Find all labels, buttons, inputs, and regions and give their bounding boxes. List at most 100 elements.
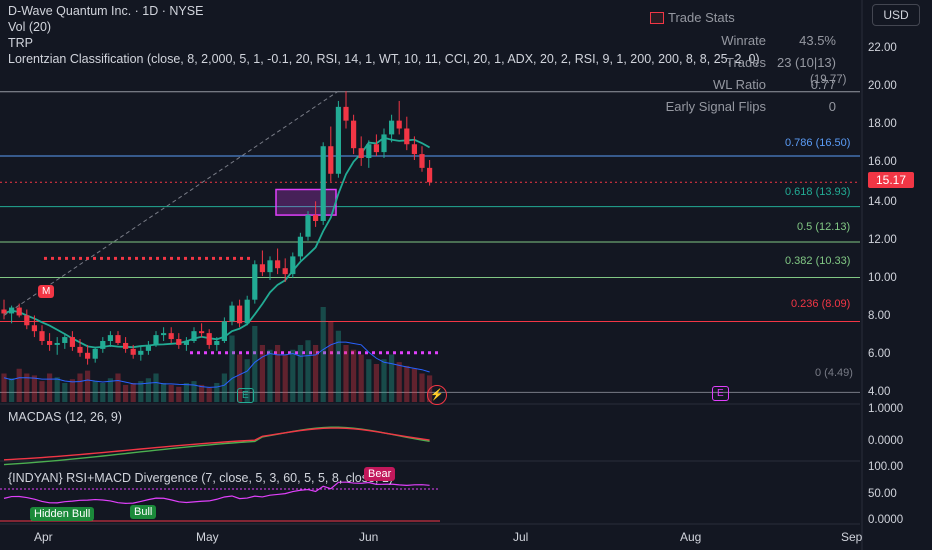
volume-bar [130, 383, 136, 402]
candle-body [206, 333, 212, 345]
indicator-vol-label[interactable]: Vol (20) [8, 20, 52, 34]
symbol-title[interactable]: D-Wave Quantum Inc. · 1D · NYSE [8, 4, 204, 18]
trade-stats-title: Trade Stats [668, 10, 735, 25]
macd-panel-title[interactable]: MACDAS (12, 26, 9) [8, 410, 122, 424]
candle-body [290, 256, 296, 275]
volume-bar [206, 387, 212, 402]
candle-body [366, 144, 372, 159]
candle-body [389, 120, 395, 135]
candle-body [267, 260, 273, 273]
candle-body [77, 346, 83, 353]
rsi-panel-title[interactable]: {INDYAN} RSI+MACD Divergence (7, close, … [8, 471, 394, 485]
candle-body [191, 331, 197, 342]
fib-label-0236: 0.236 (8.09) [791, 298, 851, 310]
candle-body [62, 337, 68, 343]
exit-marker: E [712, 386, 729, 401]
time-tick: Apr [34, 530, 53, 544]
volume-bar [381, 359, 387, 402]
volume-bar [396, 362, 402, 402]
fib-label-0: 0 (4.49) [815, 367, 853, 379]
volume-bar [335, 330, 341, 402]
stats-value: 0.77 [810, 77, 836, 92]
candle-body [9, 307, 15, 314]
time-tick: Jul [513, 530, 529, 544]
signal-line [3, 427, 430, 461]
kernel-regression-line [3, 136, 431, 349]
macd-axis-tick: 0.0000 [868, 435, 904, 447]
volume-bar [351, 349, 357, 402]
volume-bar [100, 383, 106, 402]
candle-body [153, 335, 159, 345]
volume-bar [221, 373, 227, 402]
volume-bar [411, 368, 417, 402]
volume-bar [47, 373, 53, 402]
volume-bar [297, 345, 303, 402]
candle-body [297, 236, 303, 257]
volume-bar [115, 373, 121, 402]
stats-row: Early Signal Flips 0 [650, 99, 836, 115]
price-tick: 6.00 [868, 348, 891, 360]
volume-bar [199, 384, 205, 402]
volume-bar [191, 381, 197, 402]
lightning-icon[interactable]: ⚡ [427, 385, 447, 405]
volume-bar [366, 359, 372, 402]
candle-body [161, 333, 167, 336]
candle-body [214, 341, 220, 345]
candle-body [328, 146, 334, 174]
candle-body [351, 120, 357, 149]
volume-bar [328, 321, 334, 402]
time-tick: Jun [359, 530, 379, 544]
stats-label: Early Signal Flips [665, 99, 766, 114]
volume-bar [305, 340, 311, 402]
volume-bar [313, 345, 319, 402]
volume-bar [343, 345, 349, 402]
candle-body [259, 264, 265, 273]
volume-ma-line [3, 341, 430, 388]
volume-bar [69, 379, 75, 402]
candle-body [229, 305, 235, 322]
currency-button[interactable]: USD [872, 4, 920, 26]
volume-bar [404, 365, 410, 402]
volume-bar [107, 378, 113, 402]
volume-bar [77, 373, 83, 402]
trade-stats-icon [650, 12, 664, 24]
volume-bar [237, 354, 243, 402]
volume-bar [85, 370, 91, 402]
candle-body [123, 342, 129, 349]
volume-bar [229, 335, 235, 402]
stats-label: Trades [726, 55, 766, 70]
hidden-bull-tag: Hidden Bull [30, 507, 95, 521]
volume-bar [259, 345, 265, 402]
volume-bar [244, 359, 250, 402]
indicator-lorentzian-label[interactable]: Lorentzian Classification (close, 8, 2,0… [8, 52, 760, 66]
fib-label-05: 0.5 (12.13) [797, 221, 851, 233]
volume-bar [320, 307, 326, 402]
stats-row: Trades 23 (10|13) [650, 55, 836, 71]
volume-bar [183, 383, 189, 402]
candle-body [92, 348, 98, 359]
fib-label-0382: 0.382 (10.33) [785, 255, 851, 267]
candle-body [107, 335, 113, 342]
zone-box [275, 188, 337, 216]
stats-label: WL Ratio [713, 77, 766, 92]
candle-body [427, 167, 433, 183]
volume-bar [419, 373, 425, 402]
volume-bar [145, 378, 151, 402]
indicator-trp-label[interactable]: TRP [8, 36, 33, 50]
price-tick: 20.00 [868, 80, 897, 92]
candle-body [69, 337, 75, 347]
volume-bar [153, 373, 159, 402]
volume-bar [1, 373, 7, 402]
volume-bar [138, 381, 144, 402]
candle-body [305, 215, 311, 237]
stats-value: 23 (10|13) [776, 55, 836, 70]
candle-body [404, 128, 410, 145]
price-tick: 22.00 [868, 42, 897, 54]
candle-body [100, 341, 106, 349]
stats-value: 43.5% [799, 33, 836, 48]
candle-body [145, 344, 151, 351]
price-tick: 12.00 [868, 234, 897, 246]
fib-label-0786: 0.786 (16.50) [785, 137, 851, 149]
stats-label: Winrate [721, 33, 766, 48]
